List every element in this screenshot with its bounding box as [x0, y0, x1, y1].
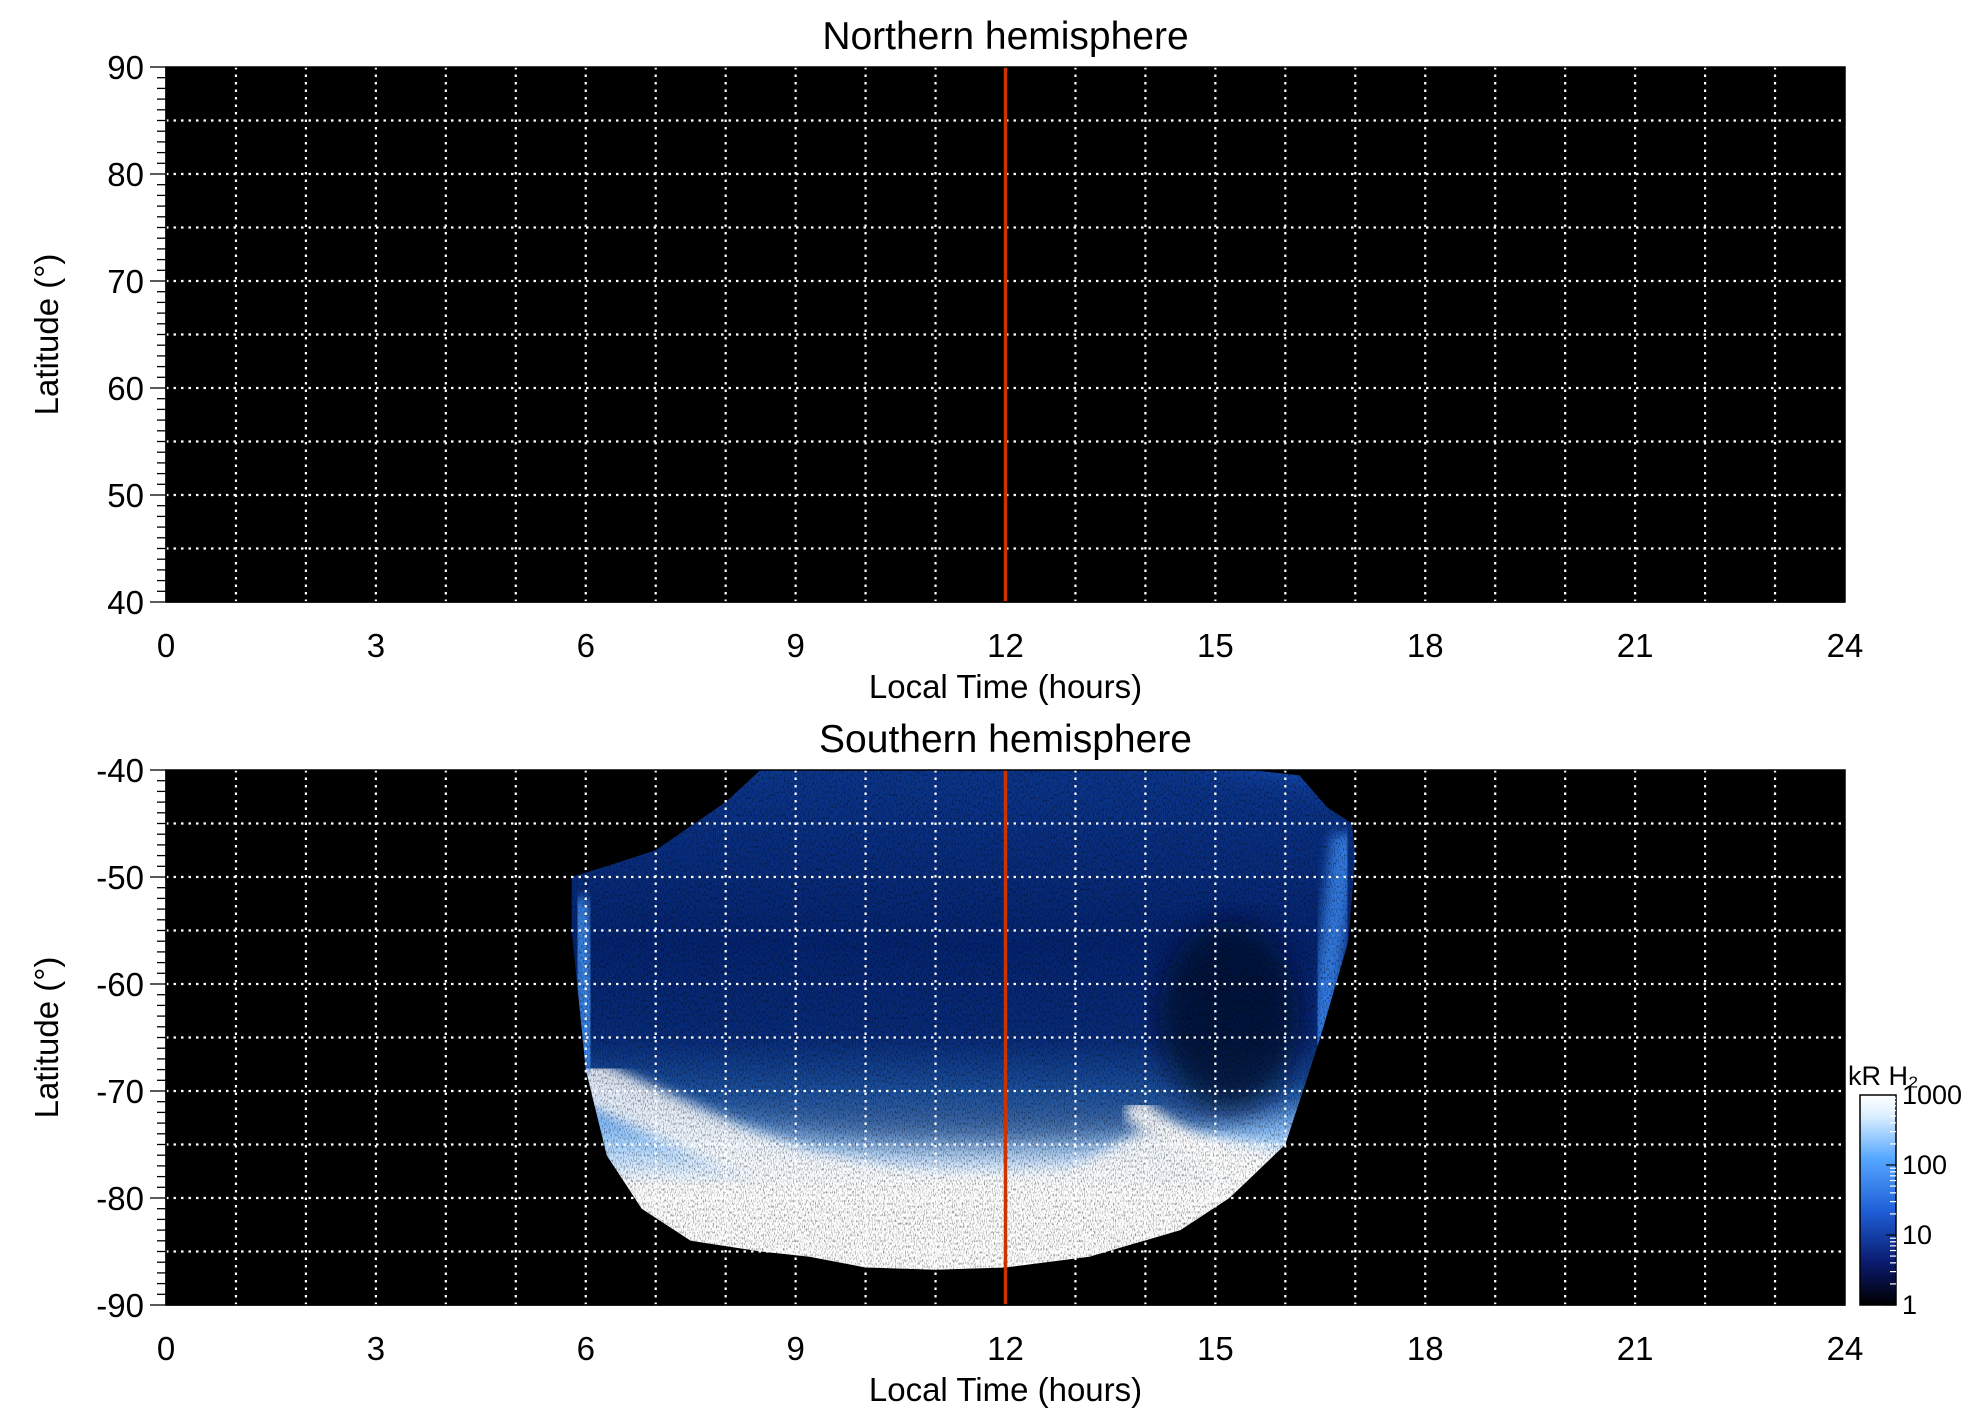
x-tick-label: 3	[367, 627, 385, 664]
x-tick-label: 15	[1197, 627, 1234, 664]
x-axis: 0 3 6 9 12 15 18 21 24	[157, 601, 1864, 664]
y-tick-label: -90	[96, 1287, 144, 1324]
grid	[166, 770, 1845, 1305]
plot-frame	[165, 66, 1846, 603]
colorbar: 1000 100 10 1 kR H₂	[1848, 1061, 1962, 1320]
y-tick-label: -70	[96, 1073, 144, 1110]
x-tick-label: 15	[1197, 1330, 1234, 1367]
panel-southern: Southern hemisphere -40 -50 -60 -70 -80 -90 0 3 6…	[28, 718, 1962, 1408]
y-axis: -40 -50 -60 -70 -80 -90	[96, 752, 167, 1324]
x-tick-label: 6	[577, 627, 595, 664]
colorbar-tick-label: 100	[1902, 1150, 1947, 1180]
x-tick-label: 12	[987, 627, 1024, 664]
y-tick-label: -50	[96, 859, 144, 896]
x-axis-label: Local Time (hours)	[869, 1371, 1142, 1408]
colorbar-tick-label: 1000	[1902, 1080, 1962, 1110]
x-tick-label: 9	[786, 1330, 804, 1367]
x-tick-label: 0	[157, 627, 175, 664]
y-axis: 90 80 70 60 50 40	[107, 49, 167, 621]
x-tick-label: 9	[786, 627, 804, 664]
x-tick-label: 24	[1827, 627, 1864, 664]
y-tick-label: 60	[107, 370, 144, 407]
chart-title: Southern hemisphere	[819, 718, 1192, 761]
x-axis: 0 3 6 9 12 15 18 21 24	[157, 1304, 1864, 1367]
x-tick-label: 18	[1407, 627, 1444, 664]
plot-frame	[165, 769, 1846, 1306]
colorbar-label: kR H₂	[1848, 1061, 1918, 1091]
y-tick-label: 90	[107, 49, 144, 86]
y-tick-label: 50	[107, 477, 144, 514]
panel-northern: Northern hemisphere 90 80 70 60 50 40 0 3 6 9 12 15 1…	[28, 15, 1863, 705]
speckle-texture	[571, 770, 1356, 1270]
x-axis-label: Local Time (hours)	[869, 668, 1142, 705]
x-tick-label: 18	[1407, 1330, 1444, 1367]
colorbar-tick-label: 10	[1902, 1220, 1932, 1250]
x-tick-label: 0	[157, 1330, 175, 1367]
y-axis-label: Latitude (°)	[28, 957, 65, 1119]
y-tick-label: 80	[107, 156, 144, 193]
y-tick-label: 40	[107, 584, 144, 621]
chart-title: Northern hemisphere	[822, 15, 1188, 58]
grid	[166, 67, 1845, 602]
x-tick-label: 21	[1617, 1330, 1654, 1367]
x-tick-label: 6	[577, 1330, 595, 1367]
y-tick-label: -40	[96, 752, 144, 789]
x-tick-label: 12	[987, 1330, 1024, 1367]
y-tick-label: 70	[107, 263, 144, 300]
emission-map	[571, 770, 1356, 1270]
colorbar-scale	[1859, 1094, 1897, 1306]
y-tick-label: -80	[96, 1180, 144, 1217]
colorbar-tick-label: 1	[1902, 1290, 1917, 1320]
y-axis-label: Latitude (°)	[28, 254, 65, 416]
x-tick-label: 24	[1827, 1330, 1864, 1367]
x-tick-label: 21	[1617, 627, 1654, 664]
x-tick-label: 3	[367, 1330, 385, 1367]
y-tick-label: -60	[96, 966, 144, 1003]
